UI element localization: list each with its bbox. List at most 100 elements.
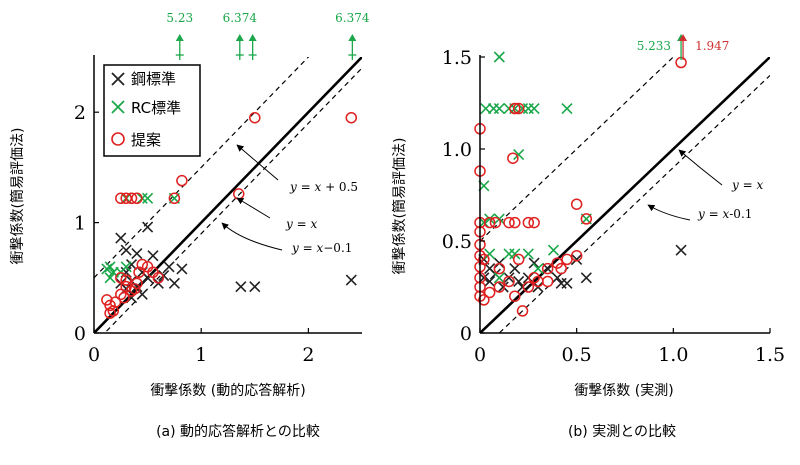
point-steel <box>168 277 180 289</box>
offscale-value-label: 5.23 <box>166 11 193 25</box>
offscale-markers-a: 5.23 6.374 6.374 <box>166 11 370 60</box>
offscale-arrow: 1.947 <box>679 34 729 60</box>
point-steel <box>503 272 515 284</box>
point-steel <box>513 275 525 288</box>
x-tick-label: 1.5 <box>755 344 785 366</box>
point-proposal <box>489 216 502 229</box>
caption-a: (a) 動的応答解析との比較 <box>156 423 320 440</box>
point-proposal <box>516 305 529 317</box>
panel-b: 00 0.5 0.5 1.0 1.0 1.5 1.5 5.233 1.947 y = x y … <box>392 34 785 440</box>
point-proposal <box>131 192 143 205</box>
point-proposal <box>509 216 521 229</box>
point-steel <box>509 263 521 275</box>
point-rc <box>493 272 505 284</box>
point-rc <box>522 248 534 260</box>
point-proposal <box>512 253 525 266</box>
point-proposal <box>507 152 519 164</box>
ticks-b: 00 0.5 0.5 1.0 1.0 1.5 1.5 <box>442 47 785 366</box>
points-a <box>101 111 358 319</box>
point-proposal <box>168 192 181 205</box>
point-proposal <box>483 216 496 229</box>
point-steel <box>142 221 154 233</box>
point-proposal <box>561 253 573 266</box>
point-proposal <box>493 262 506 275</box>
ref-line-0 <box>480 57 675 242</box>
panel-a: 00 1 1 2 2 5.23 6.374 6.374 鋼標準 RC標準 提案 y = x … <box>10 11 370 440</box>
legend-label-steel: 鋼標準 <box>131 70 176 88</box>
point-steel <box>131 247 143 260</box>
point-proposal <box>493 281 506 293</box>
x-axis-label-a: 衝撃係数 (動的応答解析) <box>150 382 305 399</box>
offscale-arrow: 5.23 <box>166 11 193 60</box>
y-tick-label: 2 <box>74 102 86 124</box>
x-tick-label: 2 <box>302 344 314 366</box>
point-steel <box>147 250 159 262</box>
line-annotations-b: y = x y = x-0.1 <box>647 149 763 221</box>
point-proposal <box>131 277 143 290</box>
point-steel <box>561 277 573 289</box>
point-steel <box>522 272 534 284</box>
offscale-value-label: 6.374 <box>223 11 258 25</box>
point-steel <box>176 263 188 275</box>
point-steel <box>163 261 175 273</box>
point-proposal <box>232 188 245 200</box>
point-proposal <box>522 281 535 293</box>
point-proposal <box>118 291 130 304</box>
y-axis-label-a: 衝撃係数(簡易評価法) <box>10 128 26 265</box>
point-steel <box>551 272 563 284</box>
x-tick-label: 0 <box>474 344 486 366</box>
point-proposal <box>541 275 554 288</box>
point-rc <box>484 248 496 260</box>
point-steel <box>675 244 687 256</box>
offscale-value-label: 5.233 <box>637 39 671 53</box>
points-b <box>474 51 687 317</box>
point-rc <box>487 102 500 115</box>
offscale-value-label: 6.374 <box>335 11 370 25</box>
point-proposal <box>555 262 567 275</box>
point-proposal <box>115 288 127 301</box>
offscale-markers-b: 5.233 1.947 <box>637 34 729 60</box>
point-proposal <box>512 102 525 115</box>
ticks-a: 00 1 1 2 2 <box>74 102 315 366</box>
point-proposal <box>503 275 515 288</box>
label-y-eq-x-minus-0.1-a: y = x−0.1 <box>291 241 352 255</box>
point-proposal <box>176 174 188 187</box>
x-tick-label: 0 <box>88 344 100 366</box>
reference-lines-b <box>480 57 770 333</box>
point-steel <box>528 257 540 269</box>
point-proposal <box>478 253 490 266</box>
point-rc <box>513 148 525 161</box>
x-tick-label: 1.0 <box>658 344 688 366</box>
ref-line-1 <box>480 57 770 333</box>
point-rc <box>509 248 521 260</box>
x-tick-label: 0.5 <box>562 344 592 366</box>
point-steel <box>120 244 132 256</box>
point-rc <box>561 102 573 115</box>
point-proposal <box>483 286 496 299</box>
proposal-marker-icon <box>111 132 125 146</box>
point-proposal <box>249 111 261 124</box>
label-y-eq-x-b: y = x <box>731 178 763 192</box>
ref-line-2 <box>498 74 770 333</box>
offscale-arrow: 6.374 <box>223 11 258 60</box>
offscale-arrow <box>248 34 257 60</box>
reference-lines-a <box>94 57 362 333</box>
point-proposal <box>478 294 490 306</box>
label-y-eq-x-plus-0.5: y = x + 0.5 <box>289 180 358 194</box>
point-rc <box>493 51 505 63</box>
legend-item-proposal: 提案 <box>111 131 161 149</box>
point-proposal <box>509 290 521 302</box>
point-proposal <box>101 294 113 306</box>
ref-line-0 <box>94 57 310 279</box>
point-proposal <box>528 272 540 284</box>
point-rc <box>120 261 132 273</box>
x-tick-label: 1 <box>195 344 207 366</box>
rc-marker-icon <box>111 100 125 114</box>
y-tick-label: 0 <box>74 323 86 345</box>
point-rc <box>528 102 540 115</box>
point-proposal <box>136 258 148 271</box>
point-rc <box>493 102 505 115</box>
legend-label-proposal: 提案 <box>131 131 161 149</box>
x-axis-label-b: 衝撃係数 (実測) <box>574 383 673 399</box>
